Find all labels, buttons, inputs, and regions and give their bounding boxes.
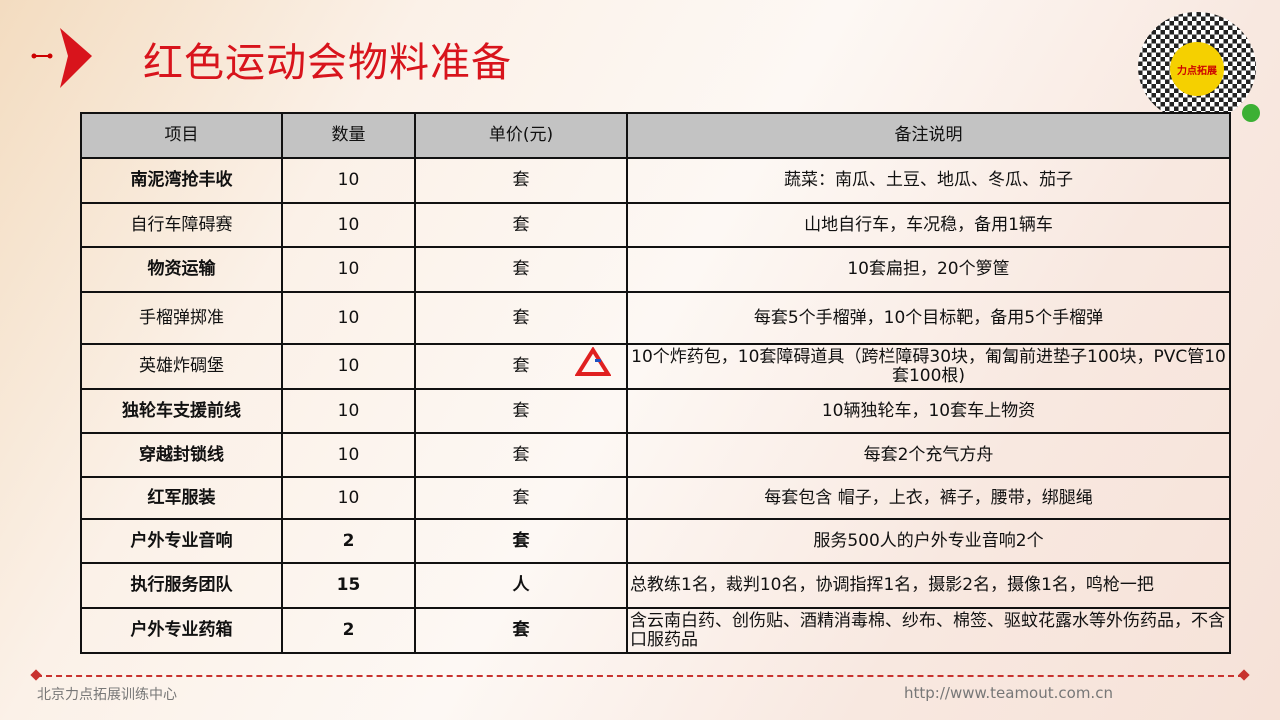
cell-unit: 人 [414,562,628,609]
cell-qty: 10 [281,343,416,390]
cell-unit: 套 [414,157,628,204]
header-unit-price: 单价(元) [414,112,628,159]
arrow-icon [31,28,92,88]
cell-item: 物资运输 [80,246,283,293]
cell-unit: 套 [414,291,628,345]
cell-item: 执行服务团队 [80,562,283,609]
cell-unit: 套 [414,518,628,564]
cell-unit: 套 [414,432,628,478]
header-notes: 备注说明 [626,112,1231,159]
cell-note: 每套5个手榴弹，10个目标靶，备用5个手榴弹 [626,291,1231,345]
cell-qty: 10 [281,291,416,345]
cell-item: 英雄炸碉堡 [80,343,283,390]
cell-qty: 10 [281,202,416,248]
cell-note: 总教练1名，裁判10名，协调指挥1名，摄影2名，摄像1名，鸣枪一把 [626,562,1231,609]
cell-item: 手榴弹掷准 [80,291,283,345]
cell-note: 每套包含 帽子，上衣，裤子，腰带，绑腿绳 [626,476,1231,520]
table-row: 南泥湾抢丰收 10 套蔬菜：南瓜、土豆、地瓜、冬瓜、茄子 [80,157,1231,204]
cell-note: 服务500人的户外专业音响2个 [626,518,1231,564]
cell-note: 蔬菜：南瓜、土豆、地瓜、冬瓜、茄子 [626,157,1231,204]
table-row: 执行服务团队 15 人总教练1名，裁判10名，协调指挥1名，摄影2名，摄像1名，鸣枪… [80,562,1231,609]
table-header-row: 项目 数量 单价(元) 备注说明 [80,112,1231,159]
cell-unit: 套 [414,202,628,248]
cell-note: 10套扁担，20个箩筐 [626,246,1231,293]
cell-item: 独轮车支援前线 [80,388,283,434]
cell-item: 南泥湾抢丰收 [80,157,283,204]
materials-table: 项目 数量 单价(元) 备注说明 南泥湾抢丰收 10 套蔬菜：南瓜、土豆、地瓜、冬瓜… [80,112,1231,654]
header-qty: 数量 [281,112,416,159]
cell-unit: 套 [414,246,628,293]
cell-item: 户外专业药箱 [80,607,283,654]
table-row: 户外专业音响 2 套服务500人的户外专业音响2个 [80,518,1231,564]
qr-code[interactable]: 力点拓展 [1138,12,1260,122]
page-title: 红色运动会物料准备 [143,40,512,86]
table-row: 英雄炸碉堡 10 套 10个炸药包，10套障碍道具（跨栏障碍30块，匍匐前进垫子100… [80,343,1231,390]
cell-qty: 10 [281,476,416,520]
cell-note: 山地自行车，车况稳，备用1辆车 [626,202,1231,248]
cell-note: 每套2个充气方舟 [626,432,1231,478]
cell-qty: 2 [281,518,416,564]
cell-qty: 2 [281,607,416,654]
divider-dot [30,669,42,681]
table-row: 穿越封锁线 10 套每套2个充气方舟 [80,432,1231,478]
cell-unit: 套 [414,476,628,520]
table-row: 手榴弹掷准 10 套每套5个手榴弹，10个目标靶，备用5个手榴弹 [80,291,1231,345]
cell-item: 自行车障碍赛 [80,202,283,248]
cell-item: 户外专业音响 [80,518,283,564]
footer-divider [36,675,1244,677]
divider-dot [1238,669,1250,681]
table-row: 独轮车支援前线 10 套 10辆独轮车，10套车上物资 [80,388,1231,434]
cell-unit: 套 [414,388,628,434]
header-item: 项目 [80,112,283,159]
cell-note: 10个炸药包，10套障碍道具（跨栏障碍30块，匍匐前进垫子100块，PVC管10… [626,343,1231,390]
cell-unit: 套 [414,607,628,654]
table-row: 红军服装 10 套每套包含 帽子，上衣，裤子，腰带，绑腿绳 [80,476,1231,520]
footer-org: 北京力点拓展训练中心 [37,687,177,703]
cell-qty: 10 [281,432,416,478]
wechat-icon [1242,104,1260,122]
cell-item: 穿越封锁线 [80,432,283,478]
cell-item: 红军服装 [80,476,283,520]
cell-qty: 15 [281,562,416,609]
cell-qty: 10 [281,246,416,293]
table-row: 自行车障碍赛 10 套山地自行车，车况稳，备用1辆车 [80,202,1231,248]
cell-note: 10辆独轮车，10套车上物资 [626,388,1231,434]
table-row: 户外专业药箱 2 套含云南白药、创伤贴、酒精消毒棉、纱布、棉签、驱蚊花露水等外伤药品… [80,607,1231,654]
table-row: 物资运输 10 套 10套扁担，20个箩筐 [80,246,1231,293]
cell-note: 含云南白药、创伤贴、酒精消毒棉、纱布、棉签、驱蚊花露水等外伤药品，不含口服药品 [626,607,1231,654]
brand-logo: 力点拓展 [1170,42,1224,96]
footer-url[interactable]: http://www.teamout.com.cn [904,684,1113,702]
cell-qty: 10 [281,157,416,204]
watermark-logo-icon [575,347,611,376]
cell-qty: 10 [281,388,416,434]
